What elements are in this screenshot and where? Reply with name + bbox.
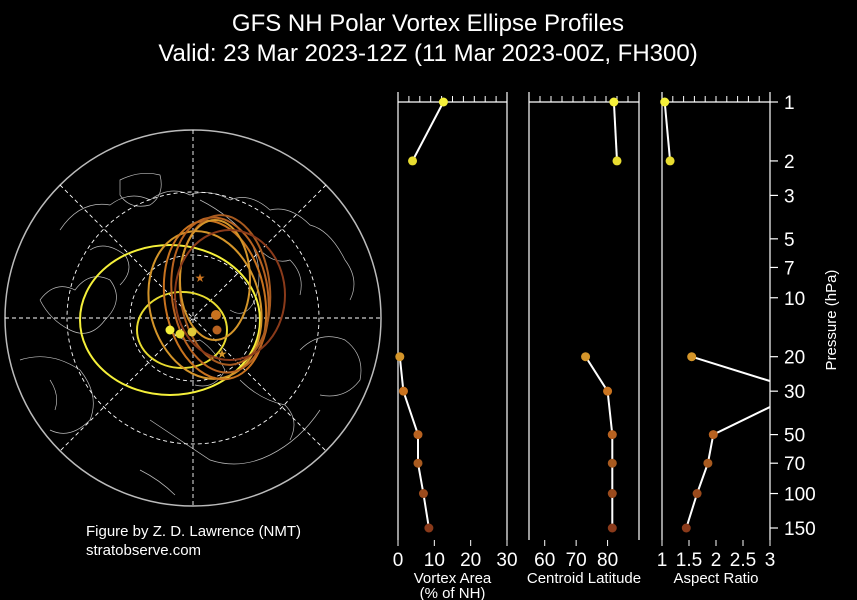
ellipse-level-4 [162, 219, 268, 381]
profile-line [612, 101, 618, 161]
pressure-tick-label: 7 [784, 258, 795, 279]
data-point-30hpa [603, 386, 613, 396]
pressure-tick-label: 30 [784, 382, 805, 403]
data-point-1hpa [660, 97, 670, 107]
profile-line [584, 356, 614, 528]
data-point-1hpa [609, 97, 619, 107]
data-point-20hpa [581, 352, 591, 362]
x-tick-label: 70 [566, 550, 587, 571]
panel-aspect_ratio: 1 1.5 2 2.5 3 Aspect Ratio [657, 92, 776, 587]
x-tick-label: 20 [460, 550, 481, 571]
star-marker-1: ★ [195, 271, 206, 285]
vortex-ellipses [79, 214, 286, 396]
ellipse-level-8 [174, 229, 286, 361]
figure-title: GFS NH Polar Vortex Ellipse Profiles [232, 10, 624, 37]
map-graticule [5, 130, 381, 506]
data-point-70hpa [703, 458, 713, 468]
pressure-tick-label: 5 [784, 230, 795, 251]
data-point-100hpa [692, 489, 702, 499]
credit-site: stratobserve.com [86, 542, 201, 559]
data-point-150hpa [424, 523, 434, 533]
data-point-20hpa [687, 352, 697, 362]
centroid-level-5 [212, 325, 222, 335]
x-tick-label: 10 [424, 550, 445, 571]
data-point-50hpa [607, 430, 617, 440]
vortex-centroids: ★ ★ [165, 271, 228, 361]
data-point-100hpa [607, 489, 617, 499]
x-tick-label: 2 [711, 550, 722, 571]
x-axis-title: (% of NH) [420, 585, 486, 600]
x-tick-label: 3 [765, 550, 776, 571]
x-tick-label: 2.5 [730, 550, 756, 571]
credit-author: Figure by Z. D. Lawrence (NMT) [86, 523, 301, 540]
ellipse-level-7 [179, 219, 251, 341]
centroid-level-4 [211, 310, 221, 320]
polar-map: ★ ★ [4, 129, 382, 507]
data-point-30hpa [398, 386, 408, 396]
x-tick-label: 60 [534, 550, 555, 571]
data-point-2hpa [612, 156, 622, 166]
profile-line [398, 356, 430, 529]
x-tick-label: 80 [597, 550, 618, 571]
data-point-50hpa [413, 430, 423, 440]
pressure-tick-label: 20 [784, 348, 805, 369]
figure-subtitle: Valid: 23 Mar 2023-12Z (11 Mar 2023-00Z,… [158, 40, 697, 67]
centroid-level-3 [187, 327, 197, 337]
data-point-2hpa [665, 156, 675, 166]
data-point-50hpa [708, 430, 718, 440]
data-point-20hpa [395, 352, 405, 362]
pressure-tick-label: 50 [784, 426, 805, 447]
data-point-100hpa [418, 489, 428, 499]
pressure-tick-label: 150 [784, 519, 816, 540]
profile-line [411, 101, 445, 162]
data-point-70hpa [607, 458, 617, 468]
data-point-150hpa [607, 523, 617, 533]
pressure-tick-label: 10 [784, 289, 805, 310]
profile-line [663, 101, 672, 161]
data-point-2hpa [408, 156, 418, 166]
data-point-70hpa [413, 458, 423, 468]
centroid-level-2 [175, 329, 185, 339]
x-tick-label: 1.5 [676, 550, 702, 571]
pressure-tick-label: 100 [784, 485, 816, 506]
centroid-level-1 [165, 325, 175, 335]
data-point-1hpa [438, 97, 448, 107]
x-tick-label: 1 [657, 550, 668, 571]
x-tick-label: 0 [393, 550, 404, 571]
x-axis-title: Vortex Area [414, 570, 492, 587]
pressure-tick-label: 70 [784, 454, 805, 475]
profile-line [685, 355, 770, 529]
data-point-150hpa [681, 523, 691, 533]
pressure-tick-label: 3 [784, 186, 795, 207]
pressure-tick-label: 1 [784, 93, 795, 114]
x-axis-title: Aspect Ratio [673, 570, 758, 587]
ellipse-level-1 [79, 244, 261, 396]
pressure-axis: 1 2 3 5 7 10 20 30 50 70 100 150 [770, 93, 816, 540]
pressure-tick-label: 2 [784, 152, 795, 173]
x-tick-label: 30 [496, 550, 517, 571]
star-marker-2: ★ [217, 347, 228, 361]
pressure-axis-title: Pressure (hPa) [823, 270, 840, 371]
x-axis-title: Centroid Latitude [527, 570, 641, 587]
